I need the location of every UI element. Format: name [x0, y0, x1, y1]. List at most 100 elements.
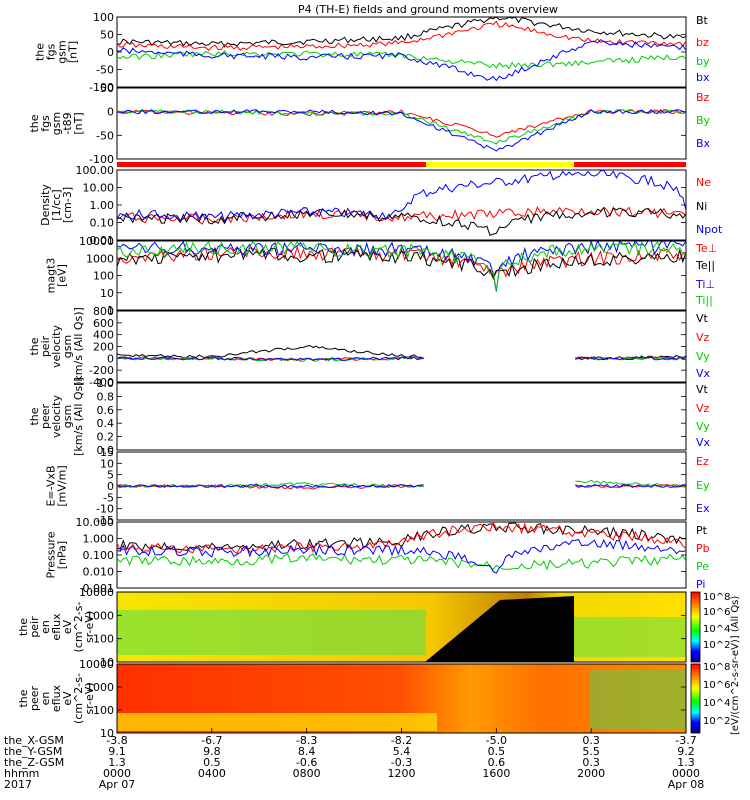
series-line-Pb: [116, 521, 687, 554]
y-tick-label: -10: [96, 503, 114, 516]
y-axis-label: Pressure: [45, 531, 58, 578]
legend-entry: Bt: [696, 14, 709, 27]
y-axis-label: Density: [39, 184, 52, 226]
y-tick-label: 10000: [79, 658, 114, 671]
bottom-axis: the_X-GSMthe_Y-GSMthe_Z-GSMhhmm2017-3.89…: [4, 728, 704, 791]
x-tick-label: 0.3: [582, 734, 600, 747]
legend-entry: Pi: [696, 578, 705, 591]
legend-entry: Pe: [696, 560, 709, 573]
y-tick-label: 200: [93, 341, 114, 354]
y-axis-label: the: [28, 407, 41, 425]
legend-entry: Te⊥: [695, 242, 717, 255]
mode-bar: [117, 162, 686, 167]
y-tick-label: 0.100: [83, 549, 115, 562]
y-axis-label: peir: [28, 616, 41, 638]
legend-entry: Npot: [696, 223, 723, 236]
legend-entry: Ex: [696, 502, 710, 515]
y-tick-label: -200: [89, 364, 114, 377]
y-tick-label: 1.000: [83, 533, 115, 546]
y-axis-label: magt3: [45, 258, 58, 294]
panel-density: 100.00 10.00 1.00 0.10 0.01 Density[1/cc][cm-…: [39, 164, 723, 247]
series-line-Vx: [116, 356, 687, 362]
y-tick-label: -50: [96, 64, 114, 77]
y-tick-label: 0.6: [97, 404, 115, 417]
x-tick-label: 1600: [482, 767, 510, 780]
y-axis-label: eV: [61, 691, 74, 706]
panel-pressure: 10.000 1.000 0.100 0.010 0.001 Pressure[nPa] P…: [45, 516, 710, 595]
y-tick-label: 100: [93, 270, 114, 283]
y-tick-label: 0.0: [97, 444, 115, 457]
x-tick-label: 0.5: [488, 745, 506, 758]
panel-frame: [116, 310, 687, 383]
y-axis-label: peir: [39, 335, 52, 357]
legend-entry: Ti⊥: [695, 278, 715, 291]
y-axis-label: sr-eV): [83, 611, 96, 643]
series-line-Bx: [116, 109, 687, 152]
y-tick-label: 50: [100, 29, 114, 42]
legend-entry: Bx: [696, 137, 711, 150]
y-axis-label: peer: [28, 686, 41, 712]
y-tick-label: 100: [93, 704, 114, 717]
x-tick-label: 1200: [388, 767, 416, 780]
y-axis-label: the: [17, 618, 30, 636]
y-tick-label: 0: [107, 480, 114, 493]
y-tick-label: 10: [100, 656, 114, 669]
x-tick-label: 8.4: [298, 745, 316, 758]
y-tick-label: 5: [107, 469, 114, 482]
legend-entry: Vz: [696, 402, 710, 415]
bottom-row-label: the_Z-GSM: [4, 756, 64, 769]
y-axis-label: fgs: [39, 115, 52, 132]
bottom-row-label: 2017: [4, 778, 32, 791]
y-tick-label: 100.00: [76, 164, 115, 177]
colorbar-tick-label: 10^2: [703, 640, 730, 651]
y-axis-label: peer: [39, 404, 52, 430]
series-line-Pi: [116, 538, 687, 574]
series-line-bx: [116, 39, 687, 82]
y-axis-label: sr-eV): [83, 682, 96, 714]
colorbar: 10^8 10^6 10^4 10^2 10^8 10^6 10^4 10^2 [eV/(cm…: [690, 591, 741, 735]
y-tick-label: 50: [100, 82, 114, 95]
y-tick-label: 0.10: [90, 217, 115, 230]
y-axis-label: fgs: [45, 43, 58, 60]
y-tick-label: 1.00: [90, 199, 115, 212]
legend-entry: bx: [696, 71, 710, 84]
spectrogram-dropout: [425, 596, 574, 662]
y-axis-label: E=-VxB: [45, 465, 58, 506]
series-line-Bt: [116, 16, 687, 48]
colorbar-tick-label: 10^4: [703, 698, 730, 709]
y-axis-label: [nT]: [72, 112, 85, 134]
y-tick-label: 0.4: [97, 417, 115, 430]
x-tick-label: -0.3: [391, 756, 412, 769]
y-tick-label: 10: [100, 287, 114, 300]
y-axis-label: (cm^2-s-: [72, 602, 85, 653]
colorbar-label: [eV/(cm^2-s-sr-eV)] (All Qs): [730, 596, 741, 735]
y-axis-label: gsm: [56, 40, 69, 63]
series-line-Ti: [116, 239, 687, 292]
panel-frame: [116, 16, 687, 88]
y-tick-label: 1000: [86, 252, 114, 265]
y-tick-label: -100: [89, 81, 114, 94]
y-axis-label: en: [39, 692, 52, 706]
legend-entry: Vx: [696, 436, 711, 449]
y-tick-label: -5: [103, 491, 114, 504]
y-tick-label: 0.010: [83, 566, 115, 579]
y-axis-label: -t89: [61, 112, 74, 134]
y-tick-label: 10.000: [76, 516, 115, 529]
y-axis-label: velocity: [50, 395, 63, 438]
colorbar-tick-label: 10^2: [703, 716, 730, 727]
colorbar-tick-label: 10^6: [703, 680, 730, 691]
y-tick-label: 10: [100, 457, 114, 470]
x-tick-label: 5.5: [582, 745, 600, 758]
y-axis-label: [1/cc]: [50, 189, 63, 220]
y-tick-label: 0: [107, 106, 114, 119]
y-tick-label: -400: [89, 376, 114, 389]
y-tick-label: 1000: [86, 609, 114, 622]
y-axis-label: eV: [61, 619, 74, 634]
x-tick-label: -8.3: [296, 734, 317, 747]
y-axis-label: the: [34, 43, 47, 61]
x-tick-label: -0.6: [296, 756, 317, 769]
legend-entry: Vt: [696, 383, 709, 396]
